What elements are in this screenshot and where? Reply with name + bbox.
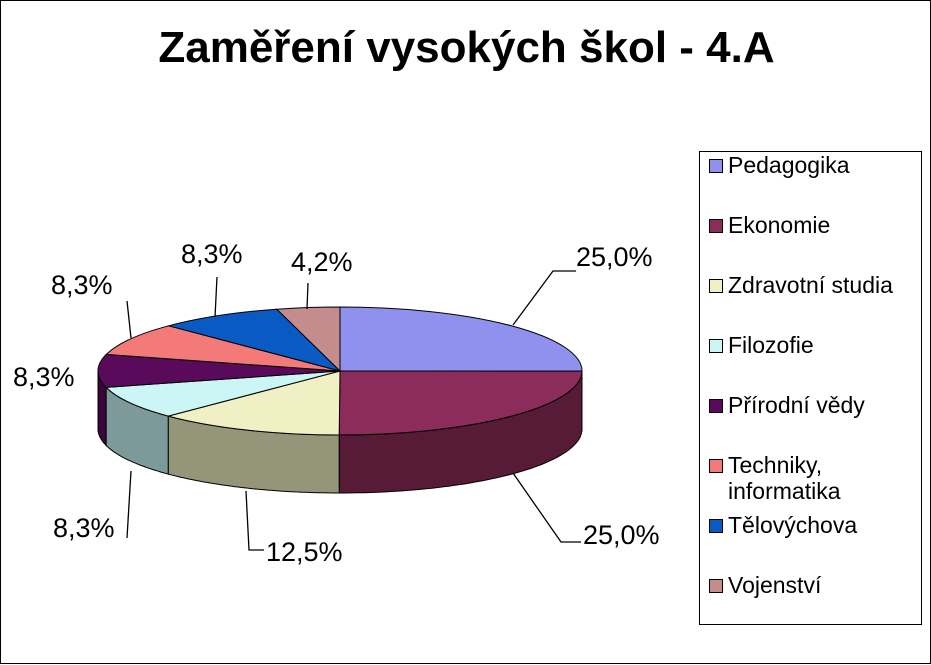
legend-item: Tělovýchova [709, 512, 923, 538]
legend-swatch [709, 339, 723, 353]
legend-label: Zdravotní studia [728, 272, 893, 298]
legend-swatch [709, 519, 723, 533]
legend-item: Vojenství [709, 572, 923, 598]
data-label-5: 8,3% [51, 270, 113, 300]
legend-item: Ekonomie [709, 212, 923, 238]
legend-label: Vojenství [728, 572, 822, 598]
chart-title: Zaměření vysokých škol - 4.A [158, 23, 775, 72]
pie-slice-6 [166, 308, 342, 372]
pie-slice-3 [104, 370, 341, 417]
pie-slice-1 [338, 370, 583, 436]
leader-line-0 [512, 270, 576, 326]
legend-item: Filozofie [709, 332, 923, 358]
leader-line-1 [512, 472, 581, 543]
data-label-1: 25,0% [583, 520, 660, 550]
legend-item: Techniky, informatika [709, 452, 923, 504]
leader-line-3 [126, 470, 132, 539]
legend-label: Filozofie [728, 332, 814, 358]
legend-label: Tělovýchova [728, 512, 858, 538]
legend: Pedagogika Ekonomie Zdravotní studia Filozo… [699, 151, 922, 625]
data-label-6: 8,3% [181, 239, 243, 269]
pie-slice-7 [275, 306, 341, 373]
legend-swatch [709, 459, 723, 473]
data-label-2: 12,5% [266, 537, 343, 567]
data-label-7: 4,2% [291, 247, 353, 277]
leader-line-2 [245, 490, 264, 551]
legend-swatch [709, 279, 723, 293]
leader-line-6 [214, 276, 218, 318]
legend-swatch [709, 399, 723, 413]
legend-label: Pedagogika [728, 152, 850, 178]
pie-slice-2 [166, 370, 341, 436]
legend-label: Techniky, informatika [728, 452, 841, 504]
legend-label: Ekonomie [728, 212, 831, 238]
legend-swatch [709, 219, 723, 233]
data-label-3: 8,3% [53, 513, 115, 543]
legend-item: Pedagogika [709, 152, 923, 178]
legend-item: Zdravotní studia [709, 272, 923, 298]
data-label-4: 8,3% [13, 362, 75, 392]
legend-swatch [709, 159, 723, 173]
leader-line-5 [126, 300, 132, 339]
leader-line-7 [306, 282, 309, 310]
legend-item: Přírodní vědy [709, 392, 923, 418]
pie-slice-0 [339, 306, 583, 372]
legend-swatch [709, 579, 723, 593]
legend-label: Přírodní vědy [728, 392, 865, 418]
data-label-0: 25,0% [576, 242, 653, 272]
pie-slice-5 [105, 325, 341, 372]
pie-slice-4 [97, 353, 341, 388]
